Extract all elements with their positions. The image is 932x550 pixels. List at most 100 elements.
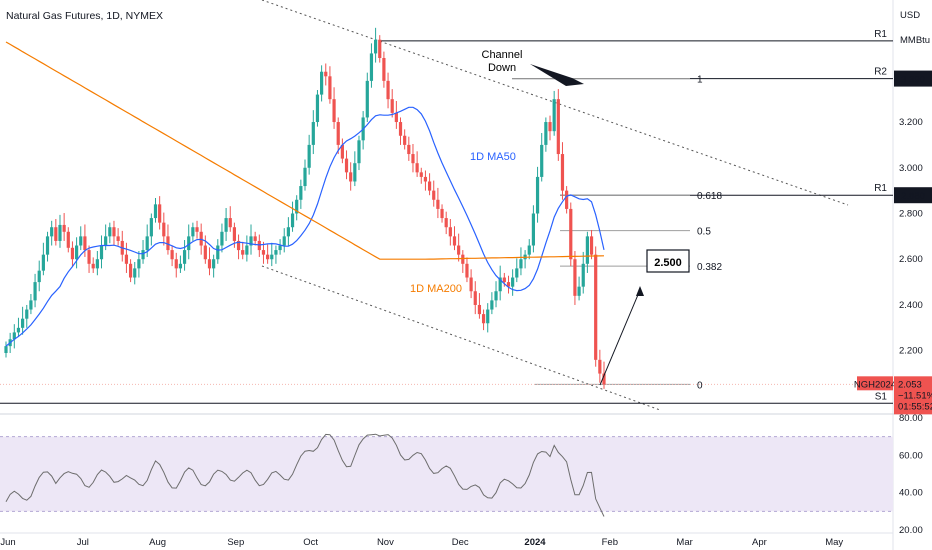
candle-body[interactable] (432, 190, 436, 200)
candle-body[interactable] (112, 227, 116, 237)
candle-body[interactable] (565, 190, 569, 209)
candle-body[interactable] (535, 176, 540, 214)
candle-body[interactable] (502, 277, 506, 283)
candle-body[interactable] (149, 218, 153, 237)
candle-body[interactable] (170, 250, 174, 260)
candle-body[interactable] (207, 259, 212, 269)
candle-body[interactable] (79, 236, 83, 246)
candle-body[interactable] (403, 135, 407, 145)
candle-body[interactable] (41, 254, 45, 271)
candle-body[interactable] (295, 199, 299, 214)
candle-body[interactable] (556, 99, 560, 155)
candle-body[interactable] (315, 94, 320, 123)
candle-body[interactable] (477, 304, 482, 315)
candle-body[interactable] (286, 227, 290, 237)
candle-body[interactable] (282, 236, 286, 246)
candle-body[interactable] (108, 227, 112, 237)
candle-body[interactable] (199, 231, 203, 246)
candle-body[interactable] (290, 213, 295, 228)
candle-body[interactable] (411, 154, 415, 164)
candle-body[interactable] (99, 245, 104, 260)
candle-body[interactable] (54, 227, 58, 241)
candle-body[interactable] (299, 186, 303, 200)
candle-body[interactable] (398, 122, 403, 136)
candle-body[interactable] (37, 270, 41, 283)
candle-body[interactable] (357, 140, 361, 164)
candle-body[interactable] (16, 327, 21, 333)
candle-body[interactable] (457, 245, 461, 255)
candle-body[interactable] (506, 282, 511, 287)
candle-body[interactable] (577, 286, 581, 296)
candle-body[interactable] (25, 309, 29, 319)
candle-body[interactable] (419, 172, 423, 177)
candle-body[interactable] (328, 76, 332, 100)
candle-body[interactable] (182, 250, 187, 264)
candle-body[interactable] (340, 144, 344, 159)
candle-body[interactable] (548, 122, 552, 132)
candle-body[interactable] (133, 268, 137, 278)
candle-body[interactable] (166, 236, 170, 251)
candle-body[interactable] (311, 122, 315, 145)
candle-body[interactable] (494, 291, 498, 301)
candle-body[interactable] (137, 259, 141, 269)
candle-body[interactable] (245, 245, 249, 255)
candle-body[interactable] (369, 53, 374, 81)
candle-body[interactable] (569, 208, 573, 260)
candle-body[interactable] (332, 99, 336, 123)
candle-body[interactable] (427, 181, 432, 191)
candle-body[interactable] (87, 250, 91, 264)
candle-body[interactable] (602, 373, 606, 385)
candle-body[interactable] (303, 167, 307, 187)
candle-body[interactable] (21, 318, 25, 328)
candle-body[interactable] (473, 291, 477, 305)
candle-body[interactable] (203, 245, 207, 260)
candle-body[interactable] (349, 172, 353, 182)
candle-body[interactable] (365, 80, 369, 118)
candle-body[interactable] (465, 263, 469, 278)
candle-body[interactable] (448, 227, 452, 237)
candle-body[interactable] (540, 144, 544, 177)
candle-body[interactable] (386, 80, 390, 100)
candle-body[interactable] (29, 300, 33, 310)
candle-body[interactable] (594, 254, 598, 360)
candle-body[interactable] (141, 250, 145, 260)
candle-body[interactable] (552, 99, 556, 132)
candle-body[interactable] (70, 247, 75, 260)
candle-body[interactable] (220, 231, 224, 246)
candle-body[interactable] (498, 277, 502, 292)
candle-body[interactable] (407, 144, 411, 155)
candle-body[interactable] (158, 204, 162, 223)
candle-body[interactable] (224, 218, 228, 232)
candle-body[interactable] (266, 254, 270, 260)
candle-body[interactable] (50, 227, 54, 237)
candle-body[interactable] (12, 332, 16, 340)
candle-body[interactable] (128, 263, 133, 278)
candle-body[interactable] (212, 259, 216, 269)
candle-body[interactable] (257, 240, 261, 251)
candle-body[interactable] (436, 199, 440, 209)
candle-body[interactable] (174, 259, 178, 269)
candle-body[interactable] (261, 250, 266, 255)
candle-body[interactable] (274, 250, 278, 255)
candle-body[interactable] (124, 254, 129, 264)
candle-body[interactable] (228, 218, 232, 228)
candle-body[interactable] (278, 245, 282, 251)
candle-body[interactable] (469, 277, 473, 292)
candle-body[interactable] (344, 158, 349, 173)
candle-body[interactable] (104, 236, 108, 246)
candle-body[interactable] (307, 144, 311, 168)
candle-body[interactable] (544, 122, 548, 145)
candle-body[interactable] (4, 346, 8, 353)
candle-body[interactable] (423, 176, 428, 182)
candle-body[interactable] (270, 254, 274, 260)
candle-body[interactable] (62, 224, 66, 232)
candle-body[interactable] (415, 163, 419, 173)
candle-body[interactable] (511, 277, 515, 287)
candle-body[interactable] (581, 263, 585, 287)
candle-body[interactable] (195, 227, 199, 232)
candle-body[interactable] (187, 236, 191, 251)
candle-body[interactable] (191, 227, 195, 237)
candle-body[interactable] (83, 236, 87, 251)
candle-body[interactable] (490, 300, 494, 310)
